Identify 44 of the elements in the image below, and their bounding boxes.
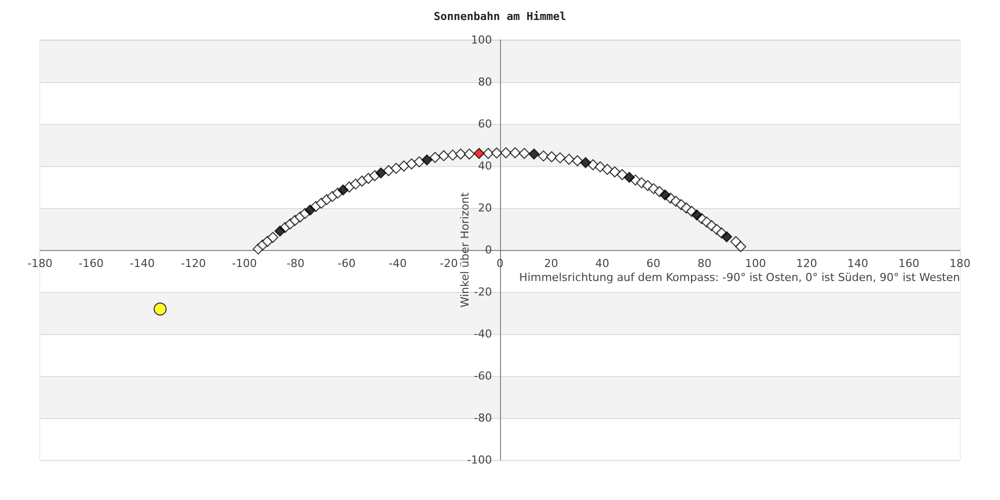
y-tick-label: 60 <box>478 118 492 130</box>
point <box>721 231 732 242</box>
x-tick-label: -60 <box>338 257 356 270</box>
point <box>274 226 286 237</box>
point <box>624 172 635 183</box>
x-tick-label: -140 <box>130 257 155 270</box>
x-tick-label: -40 <box>388 257 407 270</box>
x-tick-label: 40 <box>595 257 610 270</box>
point <box>474 148 485 159</box>
x-tick-label: 60 <box>646 257 660 270</box>
chart-title: Sonnenbahn am Himmel <box>434 10 566 23</box>
y-tick-label: -20 <box>474 286 492 298</box>
x-tick-label: -160 <box>78 257 104 270</box>
x-tick-label: 160 <box>898 257 920 270</box>
x-tick-label: 120 <box>796 257 818 270</box>
point <box>528 148 540 160</box>
x-tick-label: 100 <box>745 257 766 270</box>
y-axis-title: Winkel über Horizont <box>458 192 472 308</box>
y-tick-label: 80 <box>478 76 492 88</box>
point <box>304 204 316 216</box>
x-tick-label: -180 <box>28 257 52 270</box>
x-tick-label: 140 <box>847 257 868 270</box>
point <box>338 184 349 196</box>
point <box>421 154 432 166</box>
x-tick-label: 180 <box>950 257 970 270</box>
y-tick-label: 20 <box>478 202 492 214</box>
y-tick-label: 40 <box>478 160 492 172</box>
point <box>691 209 702 220</box>
x-tick-label: -80 <box>286 257 305 270</box>
point <box>154 302 167 316</box>
x-tick-label: 80 <box>697 257 712 270</box>
x-axis-title: Himmelsrichtung auf dem Kompass: -90° ist Osten, 0° ist Süden, 90° ist Westen <box>519 271 960 284</box>
point <box>580 157 592 168</box>
y-tick-label: -60 <box>474 370 492 382</box>
point <box>375 167 386 178</box>
y-tick-label: -80 <box>474 412 492 424</box>
x-tick-label: -20 <box>440 257 458 270</box>
x-tick-label: -120 <box>180 257 206 270</box>
x-tick-label: 20 <box>544 257 558 270</box>
y-tick-label: 100 <box>471 34 492 46</box>
x-tick-label: -100 <box>232 257 257 270</box>
y-tick-label: -100 <box>467 454 492 466</box>
y-tick-label: -40 <box>474 328 492 340</box>
point <box>660 189 671 200</box>
